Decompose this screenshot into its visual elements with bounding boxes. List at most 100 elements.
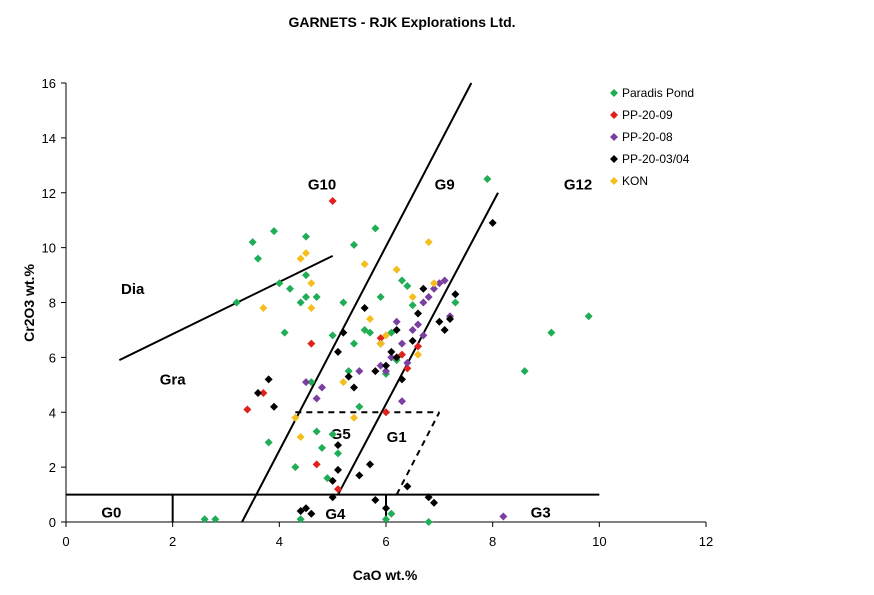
- point-paradis-pond: [211, 515, 220, 524]
- point-pp-20-09: [328, 196, 337, 205]
- point-pp-20-03-04: [414, 309, 422, 318]
- point-paradis-pond: [286, 284, 294, 293]
- legend-marker: [610, 133, 618, 141]
- plot-area: [65, 83, 706, 523]
- point-pp-20-03-04: [371, 367, 380, 376]
- point-pp-20-09: [376, 334, 385, 343]
- point-pp-20-03-04: [392, 353, 401, 362]
- point-paradis-pond: [296, 298, 305, 307]
- point-paradis-pond: [382, 515, 390, 524]
- region-label-g10: G10: [308, 177, 336, 194]
- point-paradis-pond: [291, 463, 300, 472]
- x-tick-label: 4: [276, 534, 283, 549]
- x-tick-label: 6: [382, 534, 389, 549]
- legend-marker: [610, 89, 618, 97]
- point-paradis-pond: [360, 325, 369, 334]
- point-kon: [424, 238, 433, 247]
- region-label-g0: G0: [101, 504, 121, 521]
- x-tick-label: 0: [62, 534, 69, 549]
- point-pp-20-08: [398, 397, 406, 406]
- point-pp-20-03-04: [424, 493, 433, 502]
- point-paradis-pond: [483, 175, 492, 184]
- x-tick-label: 2: [169, 534, 176, 549]
- point-paradis-pond: [275, 279, 284, 288]
- point-pp-20-08: [419, 298, 428, 307]
- point-kon: [382, 331, 390, 340]
- point-kon: [307, 303, 316, 312]
- point-paradis-pond: [350, 240, 358, 249]
- point-kon: [291, 413, 300, 422]
- region-label-gra: Gra: [160, 371, 187, 388]
- point-kon: [339, 378, 348, 387]
- point-pp-20-09: [403, 364, 412, 373]
- region-label-dia: Dia: [121, 281, 145, 298]
- point-kon: [259, 303, 268, 312]
- point-paradis-pond: [547, 328, 556, 337]
- point-pp-20-03-04: [451, 290, 460, 299]
- point-pp-20-03-04: [254, 389, 262, 398]
- point-pp-20-03-04: [408, 336, 417, 345]
- point-pp-20-08: [419, 331, 428, 340]
- legend-label: PP-20-09: [622, 108, 673, 122]
- point-kon: [307, 279, 316, 288]
- point-pp-20-08: [414, 320, 422, 329]
- point-pp-20-03-04: [339, 328, 348, 337]
- point-pp-20-08: [430, 284, 438, 293]
- point-pp-20-08: [376, 361, 385, 370]
- point-pp-20-03-04: [419, 284, 428, 293]
- x-tick-label: 12: [699, 534, 713, 549]
- y-tick-label: 2: [49, 460, 56, 475]
- point-paradis-pond: [302, 271, 310, 280]
- point-kon: [366, 314, 374, 323]
- point-kon: [414, 350, 422, 359]
- point-paradis-pond: [398, 276, 406, 285]
- y-axis-ticks: 0 2 4 6 8 10 12 14 16: [42, 76, 66, 530]
- region-label-g3: G3: [531, 504, 551, 521]
- point-kon: [296, 432, 305, 441]
- point-pp-20-08: [403, 358, 412, 367]
- legend-marker: [610, 155, 618, 163]
- point-paradis-pond: [318, 443, 326, 452]
- point-pp-20-09: [382, 408, 390, 417]
- point-paradis-pond: [424, 518, 433, 526]
- point-kon: [360, 260, 369, 269]
- x-axis-ticks: 0 2 4 6 8 10 12: [62, 522, 713, 549]
- point-kon: [302, 249, 310, 258]
- point-paradis-pond: [366, 328, 374, 337]
- point-paradis-pond: [387, 509, 396, 518]
- x-tick-label: 8: [489, 534, 496, 549]
- point-pp-20-03-04: [440, 325, 449, 334]
- point-pp-20-08: [398, 339, 406, 348]
- point-pp-20-08: [387, 353, 396, 362]
- point-pp-20-03-04: [264, 375, 273, 384]
- point-paradis-pond: [350, 339, 358, 348]
- point-pp-20-09: [334, 485, 342, 494]
- point-pp-20-03-04: [302, 504, 310, 513]
- point-paradis-pond: [328, 331, 337, 340]
- point-pp-20-03-04: [334, 465, 342, 474]
- y-tick-label: 10: [42, 241, 56, 256]
- point-pp-20-03-04: [307, 509, 316, 518]
- point-paradis-pond: [323, 474, 332, 483]
- point-paradis-pond: [520, 367, 529, 376]
- point-pp-20-08: [408, 325, 417, 334]
- boundary-line: [241, 82, 473, 523]
- point-pp-20-09: [398, 350, 406, 359]
- point-kon: [376, 339, 385, 348]
- y-axis-label: Cr2O3 wt.%: [21, 264, 37, 342]
- point-kon: [430, 279, 438, 288]
- point-paradis-pond: [328, 430, 337, 439]
- y-tick-label: 12: [42, 186, 56, 201]
- point-pp-20-03-04: [350, 383, 358, 392]
- dashed-boundary-line: [395, 411, 441, 496]
- point-paradis-pond: [296, 515, 305, 524]
- point-paradis-pond: [376, 293, 385, 302]
- point-paradis-pond: [312, 293, 321, 302]
- point-paradis-pond: [248, 238, 257, 247]
- point-paradis-pond: [451, 298, 460, 307]
- legend: Paradis Pond PP-20-09 PP-20-08 PP-20-03/04 K…: [610, 86, 694, 188]
- legend-label: KON: [622, 174, 648, 188]
- legend-label: Paradis Pond: [622, 86, 694, 100]
- point-paradis-pond: [584, 312, 593, 321]
